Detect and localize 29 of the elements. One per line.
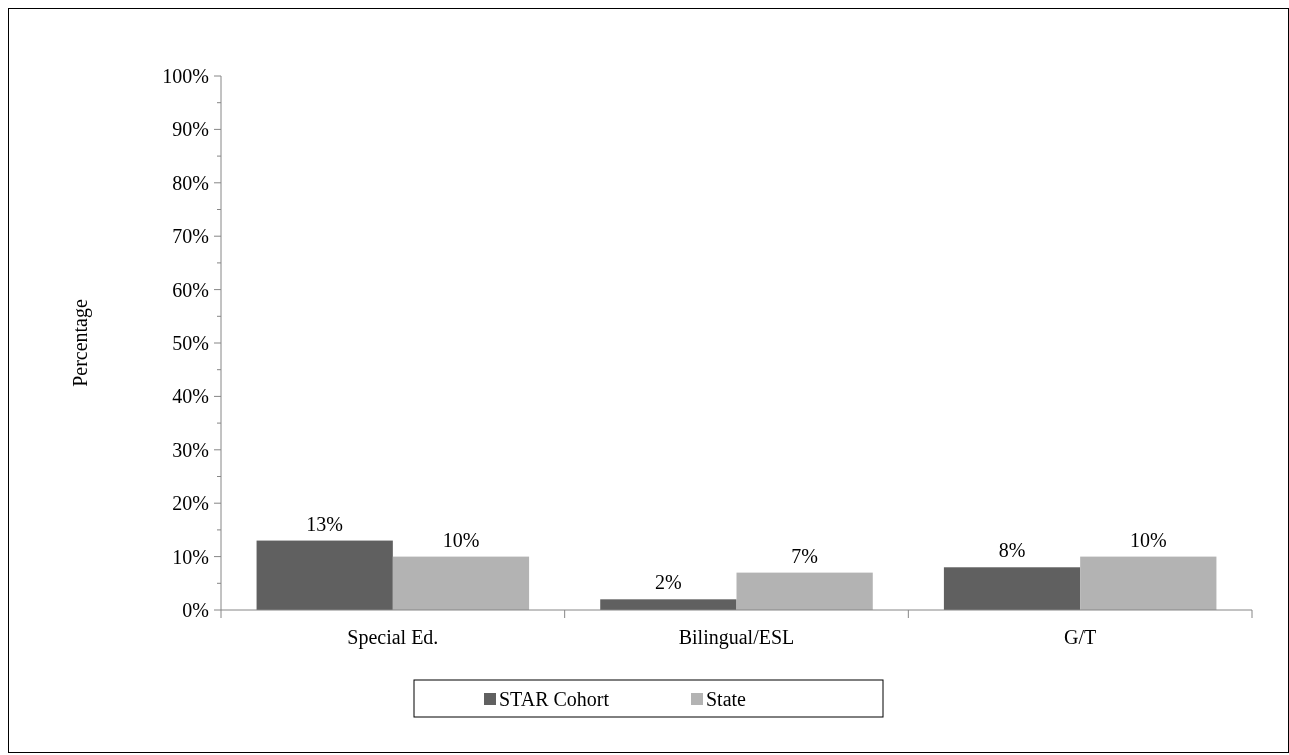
data-label: 2%	[655, 571, 682, 594]
y-tick-label: 50%	[172, 332, 209, 354]
bar	[736, 572, 873, 610]
y-tick-label: 30%	[172, 438, 209, 461]
bar	[600, 599, 737, 610]
y-tick-label: 80%	[172, 171, 209, 194]
data-label: 10%	[442, 528, 480, 551]
data-label: 7%	[791, 544, 818, 567]
y-tick-label: 100%	[162, 65, 209, 87]
bar	[256, 540, 393, 610]
bar	[392, 556, 530, 610]
x-tick-label: Special Ed.	[347, 626, 439, 649]
data-label: 10%	[1129, 528, 1167, 551]
y-tick-label: 70%	[172, 225, 209, 248]
bar	[943, 567, 1081, 610]
y-tick-label: 90%	[172, 118, 209, 141]
x-tick-label: Bilingual/ESL	[678, 626, 795, 649]
y-tick-label: 60%	[172, 278, 209, 301]
y-axis-title: Percentage	[69, 299, 92, 387]
legend-label: State	[706, 688, 747, 710]
y-tick-label: 20%	[172, 492, 209, 515]
data-label: 13%	[306, 512, 344, 535]
bar	[1080, 556, 1217, 610]
x-tick-label: G/T	[1064, 626, 1097, 648]
data-label: 8%	[998, 539, 1026, 562]
legend-label: STAR Cohort	[499, 688, 610, 710]
y-tick-label: 0%	[182, 599, 209, 621]
y-tick-label: 40%	[172, 385, 209, 408]
y-tick-label: 10%	[172, 545, 209, 568]
